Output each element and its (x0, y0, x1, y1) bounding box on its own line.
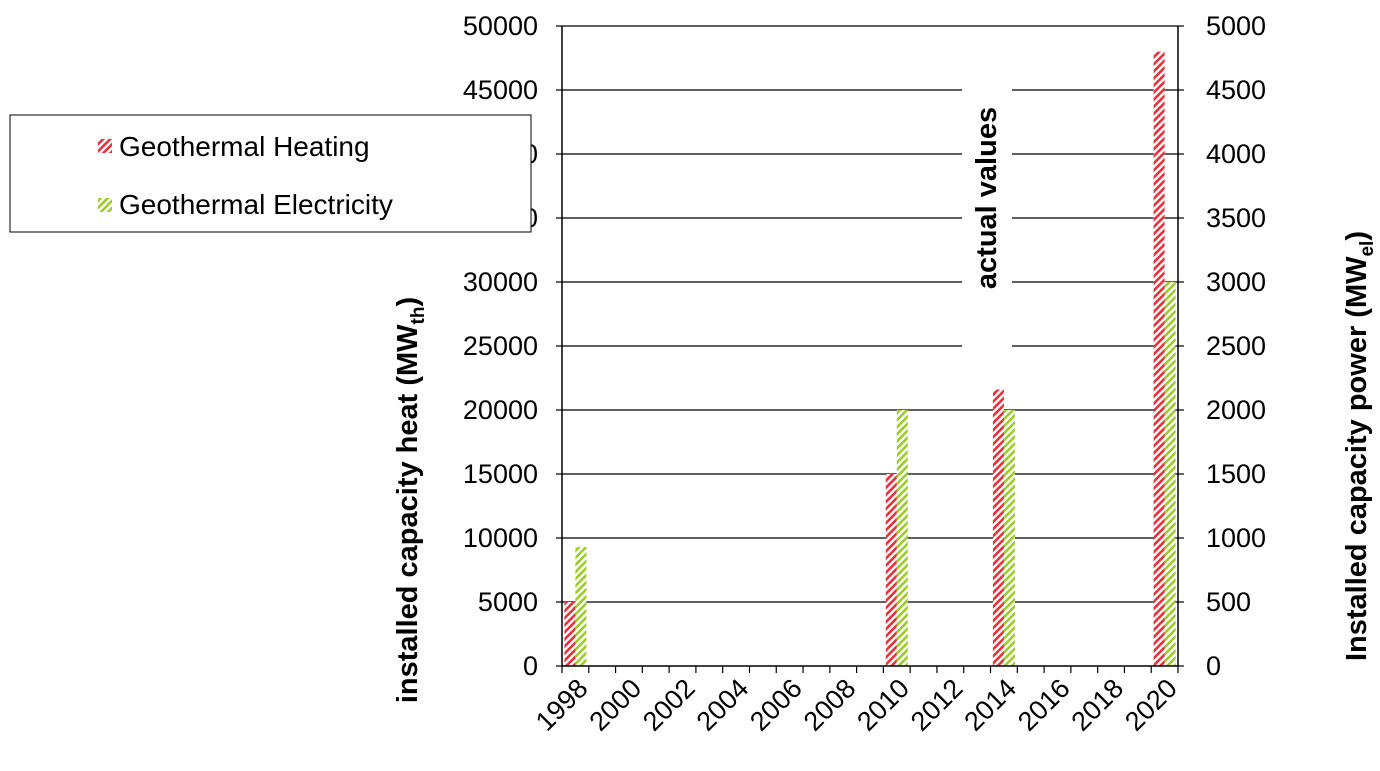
legend: Geothermal Heating Geothermal Electricit… (9, 114, 532, 233)
x-tick-label: 2002 (637, 673, 701, 737)
right-tick-label: 2000 (1206, 395, 1266, 425)
y-axis-title-sub: th (408, 307, 429, 325)
left-axis-ticks: 0500010000150002000025000300003500040000… (463, 11, 562, 681)
right-tick-label: 500 (1206, 587, 1251, 617)
bar-electricity (1164, 282, 1176, 666)
right-tick-label: 5000 (1206, 11, 1266, 41)
x-tick-label: 2006 (744, 673, 808, 737)
bar-heating (885, 474, 897, 666)
bar-heating (564, 602, 576, 666)
left-tick-label: 10000 (463, 523, 538, 553)
x-tick-label: 2014 (958, 673, 1022, 737)
x-tick-label: 1998 (530, 673, 594, 737)
left-tick-label: 5000 (478, 587, 538, 617)
y-axis-title: installed capacity heat (MWth) (392, 297, 429, 703)
right-tick-label: 1000 (1206, 523, 1266, 553)
bar-electricity (575, 546, 587, 666)
x-tick-label: 2016 (1012, 673, 1076, 737)
y2-axis-title-main: Installed capacity power (MW (1341, 256, 1373, 661)
x-tick-label: 2010 (851, 673, 915, 737)
left-tick-label: 20000 (463, 395, 538, 425)
x-tick-label: 2018 (1066, 673, 1130, 737)
left-tick-label: 30000 (463, 267, 538, 297)
bar-heating (992, 389, 1004, 666)
x-tick-label: 2000 (584, 673, 648, 737)
bar-electricity (896, 410, 908, 666)
y2-axis-title-close: ) (1341, 231, 1373, 241)
y2-axis-title: Installed capacity power (MWel) (1341, 231, 1378, 661)
y-axis-title-close: ) (392, 297, 424, 307)
annotation-group: actual values (962, 70, 1012, 370)
annotation-label: actual values (971, 107, 1003, 289)
left-tick-label: 25000 (463, 331, 538, 361)
x-tick-label: 2020 (1119, 673, 1183, 737)
right-tick-label: 4500 (1206, 75, 1266, 105)
right-tick-label: 3000 (1206, 267, 1266, 297)
right-tick-label: 0 (1206, 651, 1221, 681)
annotation-background (962, 70, 1012, 370)
legend-label-heating: Geothermal Heating (119, 131, 370, 162)
legend-label-electricity: Geothermal Electricity (119, 189, 393, 220)
legend-swatch-heating (98, 139, 112, 153)
gridlines (562, 25, 1178, 603)
x-tick-label: 2004 (691, 673, 755, 737)
right-axis-ticks: 0 500 1000 1500 2000 2500 3000 3500 4000 4500 5000 (1178, 11, 1266, 681)
legend-box (9, 114, 532, 233)
bars (564, 51, 1176, 667)
right-tick-label: 2500 (1206, 331, 1266, 361)
bar-electricity (1003, 410, 1015, 666)
right-tick-label: 1500 (1206, 459, 1266, 489)
bar-heating (1153, 51, 1165, 667)
left-tick-label: 45000 (463, 75, 538, 105)
left-tick-label: 0 (523, 651, 538, 681)
y2-axis-title-sub: el (1357, 241, 1378, 257)
legend-swatch-electricity (98, 198, 112, 212)
y-axis-title-main: installed capacity heat (MW (392, 324, 424, 703)
left-tick-label: 15000 (463, 459, 538, 489)
right-tick-label: 4000 (1206, 139, 1266, 169)
right-tick-label: 3500 (1206, 203, 1266, 233)
x-tick-label: 2012 (905, 673, 969, 737)
x-axis-ticks: 1998200020022004200620082010201220142016… (530, 666, 1183, 737)
left-tick-label: 50000 (463, 11, 538, 41)
x-tick-label: 2008 (798, 673, 862, 737)
